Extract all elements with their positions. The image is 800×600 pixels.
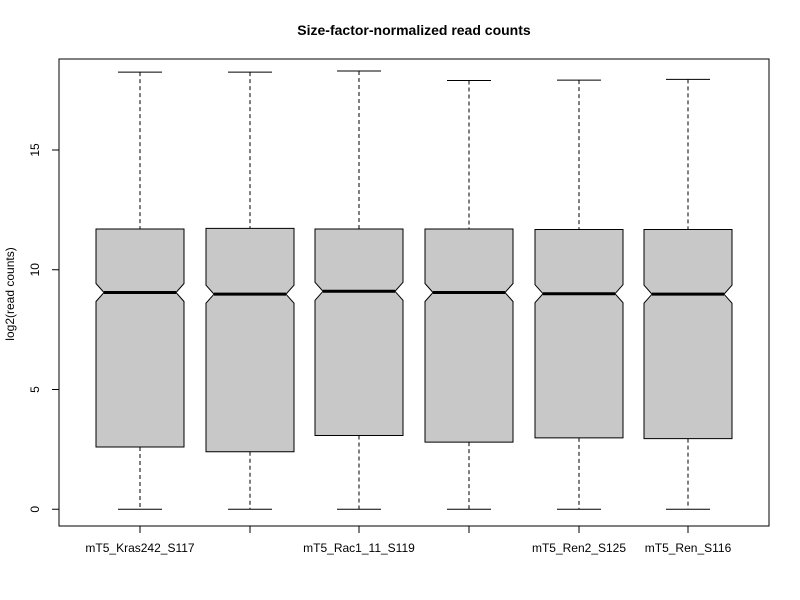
y-axis-label: log2(read counts) xyxy=(3,247,17,340)
box-body xyxy=(205,227,295,453)
box-mT5_Kras242_S117 xyxy=(95,71,185,510)
box-mT5_Ren2_S125 xyxy=(534,79,624,510)
box-mT5_Ren_S116 xyxy=(643,78,733,510)
x-axis: mT5_Kras242_S117 mT5_Rac1_11_S119 mT5_Ren2… xyxy=(85,525,732,555)
y-tick-label: 10 xyxy=(28,263,42,277)
box-body xyxy=(643,229,733,440)
chart-title: Size-factor-normalized read counts xyxy=(297,22,531,38)
x-tick-label: mT5_Ren2_S125 xyxy=(532,541,626,555)
box-body xyxy=(95,228,185,448)
box-mT5_Rac1_11_S120 xyxy=(424,80,514,510)
y-tick-label: 5 xyxy=(28,386,42,393)
boxes-group xyxy=(95,70,733,510)
x-tick-label: mT5_Ren_S116 xyxy=(645,541,732,555)
y-tick-label: 15 xyxy=(28,143,42,157)
box-mT5_Kras242_S118 xyxy=(205,71,295,510)
box-body xyxy=(314,228,404,436)
x-tick-label: mT5_Kras242_S117 xyxy=(85,541,195,555)
x-tick-label: mT5_Rac1_11_S119 xyxy=(303,541,415,555)
y-tick-label: 0 xyxy=(28,506,42,513)
box-body xyxy=(424,228,514,443)
box-body xyxy=(534,229,624,439)
y-axis: 0 5 10 15 xyxy=(28,143,60,513)
box-mT5_Rac1_11_S119 xyxy=(314,70,404,510)
